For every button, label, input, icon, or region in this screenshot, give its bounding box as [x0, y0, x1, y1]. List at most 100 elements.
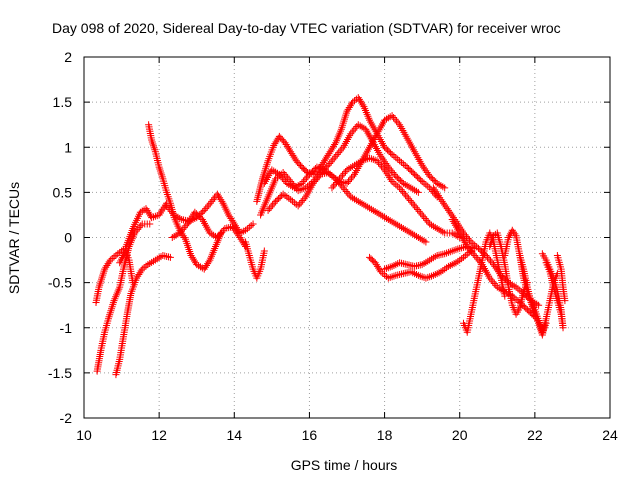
- data-point: [333, 150, 341, 158]
- data-point: [140, 264, 148, 272]
- data-point: [276, 193, 284, 201]
- data-point: [169, 209, 177, 217]
- data-point: [217, 196, 225, 204]
- data-point: [474, 255, 482, 263]
- data-point: [486, 274, 494, 282]
- data-point: [230, 224, 238, 232]
- data-point: [167, 207, 175, 215]
- data-point: [283, 142, 291, 150]
- chart-title: Day 098 of 2020, Sidereal Day-to-day VTE…: [52, 20, 561, 36]
- data-point: [472, 253, 480, 261]
- data-point: [399, 187, 407, 195]
- data-point: [166, 206, 174, 214]
- data-point: [213, 234, 221, 241]
- data-point: [393, 117, 401, 125]
- data-point: [388, 112, 396, 120]
- data-point: [423, 216, 431, 224]
- data-point: [267, 203, 275, 211]
- data-point: [281, 139, 289, 147]
- data-point: [132, 227, 140, 235]
- data-point: [343, 107, 351, 115]
- data-point: [215, 192, 223, 200]
- data-point: [520, 303, 528, 311]
- data-point: [388, 273, 396, 281]
- data-point: [389, 169, 397, 177]
- data-point: [151, 212, 159, 220]
- data-point: [424, 218, 432, 226]
- data-point: [490, 280, 498, 288]
- data-point: [441, 184, 449, 192]
- data-point: [233, 230, 241, 238]
- data-point: [309, 179, 317, 187]
- data-point: [260, 247, 268, 255]
- data-point: [117, 257, 125, 265]
- data-point: [279, 169, 287, 177]
- data-point: [359, 101, 367, 109]
- data-point: [341, 168, 349, 176]
- data-point: [206, 199, 214, 207]
- data-point: [395, 175, 403, 183]
- data-point: [411, 170, 419, 178]
- data-point: [396, 157, 404, 165]
- data-point: [225, 211, 233, 219]
- data-point: [205, 258, 213, 266]
- data-point: [406, 196, 414, 204]
- data-point: [384, 163, 392, 171]
- data-point: [166, 253, 174, 261]
- data-point: [204, 260, 212, 268]
- data-point: [314, 174, 322, 182]
- data-point: [344, 189, 352, 197]
- data-point: [417, 176, 425, 184]
- data-point: [397, 186, 405, 194]
- data-point: [379, 156, 387, 164]
- data-point: [342, 187, 350, 195]
- data-point: [110, 253, 118, 261]
- data-point: [278, 174, 286, 182]
- data-point: [271, 140, 279, 148]
- x-tick-label: 14: [226, 427, 242, 443]
- data-point: [382, 145, 390, 153]
- data-point: [188, 253, 196, 261]
- data-point: [266, 205, 274, 213]
- data-point: [104, 260, 112, 268]
- data-point: [322, 155, 330, 163]
- data-point: [236, 234, 244, 241]
- data-point: [216, 230, 224, 238]
- y-tick-label: 0: [64, 230, 72, 246]
- data-point: [396, 176, 404, 184]
- data-point: [418, 161, 426, 169]
- data-point: [345, 104, 353, 112]
- data-point: [329, 182, 337, 190]
- data-point: [319, 159, 327, 167]
- data-point: [187, 252, 195, 260]
- data-point: [446, 208, 454, 216]
- data-point: [136, 269, 144, 277]
- data-point: [405, 165, 413, 173]
- x-tick-label: 24: [602, 427, 618, 443]
- data-point: [508, 226, 516, 234]
- data-point: [287, 148, 295, 156]
- data-point: [429, 175, 437, 183]
- data-point: [422, 238, 430, 246]
- data-point: [282, 141, 290, 149]
- data-point: [144, 208, 152, 216]
- data-point: [414, 173, 422, 181]
- data-point: [381, 143, 389, 151]
- data-point: [426, 172, 434, 180]
- data-point: [176, 229, 184, 237]
- data-point: [182, 222, 190, 230]
- y-tick-label: 1.5: [53, 94, 73, 110]
- data-point: [390, 179, 398, 187]
- data-point: [304, 172, 312, 180]
- y-tick-label: -0.5: [48, 275, 72, 291]
- data-point: [523, 306, 531, 314]
- data-point: [264, 206, 272, 214]
- data-point: [373, 262, 381, 270]
- data-point: [423, 169, 431, 177]
- data-point: [379, 164, 387, 172]
- data-point: [296, 200, 304, 208]
- data-point: [180, 234, 188, 241]
- data-point: [331, 141, 339, 149]
- data-point: [421, 215, 429, 223]
- data-point: [350, 126, 358, 134]
